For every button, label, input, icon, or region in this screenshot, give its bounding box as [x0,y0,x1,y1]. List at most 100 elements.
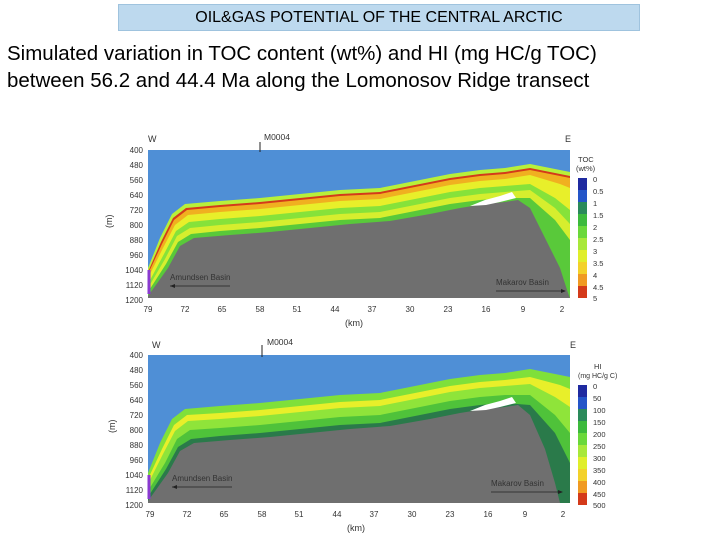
makarov-basin-label: Makarov Basin [496,278,549,287]
distance-tick: 2 [560,305,565,314]
distance-axis-label: (km) [347,523,365,533]
depth-tick: 880 [130,236,144,245]
makarov-basin-label: Makarov Basin [491,479,544,488]
legend-title-unit: (wt%) [576,164,596,173]
legend-swatch [578,214,587,226]
legend-swatch [578,457,587,469]
distance-tick: 79 [146,510,155,519]
legend-value: 350 [593,466,606,475]
site-label: M0004 [264,132,290,142]
legend-value: 5 [593,294,597,303]
legend-values: 0 50 100 150 200 250 300 350 400 450 500 [593,382,606,510]
legend-value: 450 [593,490,606,499]
legend-swatch [578,385,587,397]
legend-value: 3 [593,247,597,256]
legend-swatch [578,262,587,274]
legend-value: 0.5 [593,187,603,196]
depth-tick: 1120 [126,281,144,290]
distance-tick: 44 [331,305,340,314]
distance-tick: 23 [444,305,453,314]
depth-tick: 800 [130,221,144,230]
depth-tick: 400 [130,146,144,155]
amundsen-arrow-head [170,284,175,288]
distance-tick: 23 [446,510,455,519]
distance-ticks: 79 72 65 58 51 44 37 30 23 16 9 2 [146,510,566,519]
legend-swatch [578,274,587,286]
legend-swatch [578,445,587,457]
legend-value: 0 [593,382,597,391]
legend-value: 300 [593,454,606,463]
amundsen-basin-label: Amundsen Basin [170,273,230,282]
distance-tick: 51 [293,305,302,314]
basement-rock [148,405,560,503]
white-body [470,397,516,411]
distance-tick: 72 [183,510,192,519]
legend-swatch [578,469,587,481]
legend-value: 150 [593,418,606,427]
legend-swatch [578,433,587,445]
depth-tick: 1040 [125,471,143,480]
legend-swatch [578,190,587,202]
east-label: E [565,134,571,144]
legend-swatch [578,409,587,421]
depth-ticks: 400 480 560 640 720 800 880 960 1040 112… [125,351,143,510]
basement-rock [148,200,570,298]
depth-tick: 640 [130,396,144,405]
depth-tick: 480 [130,366,144,375]
subtitle: Simulated variation in TOC content (wt%)… [7,40,713,94]
legend-swatch [578,493,587,505]
distance-tick: 37 [370,510,379,519]
distance-tick: 51 [295,510,304,519]
distance-tick: 2 [561,510,566,519]
legend-title-unit: (mg HC/g C) [578,373,617,380]
distance-tick: 72 [181,305,190,314]
west-label: W [148,134,157,144]
legend-values: 0 0.5 1 1.5 2 2.5 3 3.5 4 4.5 5 [593,175,603,303]
depth-tick: 560 [130,381,144,390]
title-banner: OIL&GAS POTENTIAL OF THE CENTRAL ARCTIC [118,4,640,31]
depth-tick: 640 [130,191,144,200]
legend-value: 3.5 [593,259,603,268]
legend-swatch [578,178,587,190]
depth-tick: 400 [130,351,144,360]
distance-tick: 58 [256,305,265,314]
depth-axis-label: (m) [107,420,117,434]
distance-tick: 65 [218,305,227,314]
distance-tick: 16 [484,510,493,519]
distance-tick: 16 [482,305,491,314]
legend-value: 4.5 [593,283,603,292]
depth-tick: 1200 [125,296,143,305]
depth-tick: 720 [130,411,144,420]
amundsen-arrow-head [172,485,177,489]
legend-value: 2 [593,223,597,232]
distance-tick: 79 [144,305,153,314]
legend-title: HI [594,362,602,371]
legend-swatch [578,481,587,493]
legend-swatch [578,226,587,238]
toc-section-panel: M0004 W E (m) 400 480 560 640 720 800 88… [104,132,603,328]
legend-colorbar [578,385,587,505]
legend-value: 400 [593,478,606,487]
distance-tick: 9 [521,305,526,314]
legend-value: 250 [593,442,606,451]
legend-value: 500 [593,501,606,510]
depth-tick: 1120 [126,486,144,495]
depth-ticks: 400 480 560 640 720 800 880 960 1040 112… [125,146,143,305]
distance-tick: 30 [406,305,415,314]
legend-value: 2.5 [593,235,603,244]
depth-tick: 1040 [125,266,143,275]
distance-ticks: 79 72 65 58 51 44 37 30 23 16 9 2 [144,305,565,314]
legend-swatch [578,286,587,298]
distance-tick: 58 [258,510,267,519]
legend-value: 1 [593,199,597,208]
distance-tick: 44 [333,510,342,519]
depth-tick: 960 [130,456,144,465]
legend-value: 200 [593,430,606,439]
white-body [470,192,516,206]
legend-swatch [578,421,587,433]
page-title: OIL&GAS POTENTIAL OF THE CENTRAL ARCTIC [195,8,563,26]
legend-value: 100 [593,406,606,415]
subtitle-line-2: between 56.2 and 44.4 Ma along the Lomon… [7,69,590,92]
makarov-arrow-head [558,490,563,494]
legend-title: TOC [578,155,594,164]
